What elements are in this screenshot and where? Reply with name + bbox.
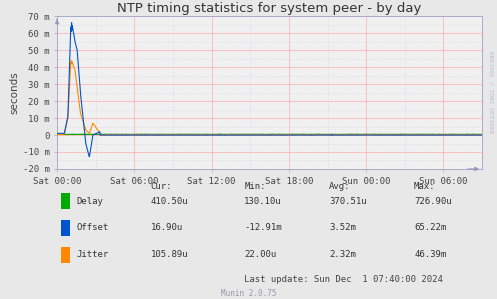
Text: Jitter: Jitter — [76, 250, 108, 260]
Text: 370.51u: 370.51u — [329, 196, 367, 206]
Text: 65.22m: 65.22m — [414, 223, 446, 233]
Text: 130.10u: 130.10u — [244, 196, 282, 206]
Text: 105.89u: 105.89u — [151, 250, 188, 260]
Text: Max:: Max: — [414, 182, 435, 191]
Text: Delay: Delay — [76, 196, 103, 206]
Text: Avg:: Avg: — [329, 182, 350, 191]
Text: 726.90u: 726.90u — [414, 196, 452, 206]
Y-axis label: seconds: seconds — [10, 71, 20, 114]
Text: RRDTOOL / TOBI OETIKER: RRDTOOL / TOBI OETIKER — [488, 51, 493, 134]
Text: 22.00u: 22.00u — [244, 250, 276, 260]
Text: Munin 2.0.75: Munin 2.0.75 — [221, 289, 276, 298]
Text: Cur:: Cur: — [151, 182, 172, 191]
Text: 2.32m: 2.32m — [329, 250, 356, 260]
Text: Min:: Min: — [244, 182, 265, 191]
Title: NTP timing statistics for system peer - by day: NTP timing statistics for system peer - … — [117, 2, 422, 15]
Text: 410.50u: 410.50u — [151, 196, 188, 206]
Text: 46.39m: 46.39m — [414, 250, 446, 260]
Text: -12.91m: -12.91m — [244, 223, 282, 233]
Text: 16.90u: 16.90u — [151, 223, 183, 233]
Text: Offset: Offset — [76, 223, 108, 233]
Text: Last update: Sun Dec  1 07:40:00 2024: Last update: Sun Dec 1 07:40:00 2024 — [244, 275, 443, 284]
Text: 3.52m: 3.52m — [329, 223, 356, 233]
